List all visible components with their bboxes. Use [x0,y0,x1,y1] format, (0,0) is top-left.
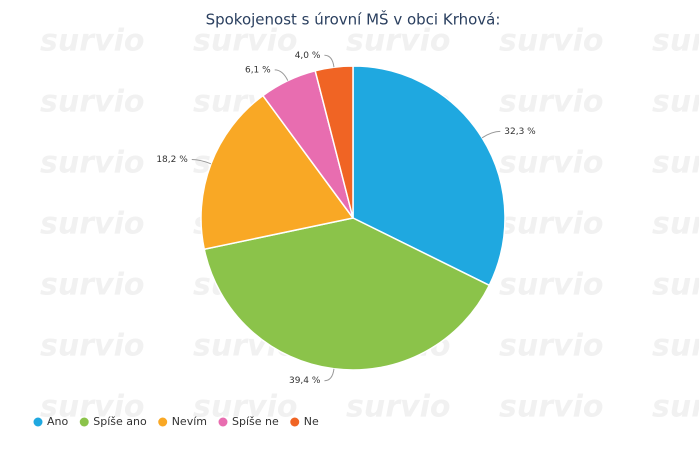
legend-label: Ne [304,415,319,428]
watermark: survio [346,24,450,59]
pie-slice [352,65,506,287]
legend-label: Ano [47,415,68,428]
watermark: survio [40,24,144,59]
watermark: survio [652,146,699,181]
watermark: survio [499,268,603,303]
watermark: survio [499,207,603,242]
watermark: survio [499,85,603,120]
legend-marker [33,417,43,427]
watermark: survio [40,329,144,364]
legend-marker [218,417,228,427]
watermark: survio [652,24,699,59]
leader-line [481,130,501,139]
leader-line [324,368,335,382]
legend-marker [290,417,300,427]
watermark: survio [499,390,603,425]
watermark: survio [652,268,699,303]
data-label: 18,2 % [156,155,188,165]
leader-line [191,159,212,165]
watermark: survio [193,24,297,59]
watermark: survio [40,390,144,425]
watermark: survio [652,85,699,120]
watermark: survio [499,146,603,181]
legend-label: Spíše ne [232,415,279,428]
data-label: 6,1 % [245,65,271,75]
watermark: survio [40,146,144,181]
legend-marker [79,417,89,427]
watermark: survio [652,329,699,364]
legend-label: Spíše ano [93,415,147,428]
leader-line [324,54,335,68]
watermark: survio [193,390,297,425]
watermark: survio [652,390,699,425]
leader-line [274,69,289,81]
legend-label: Nevím [172,415,207,428]
pie-slice [203,217,491,371]
watermark: survio [346,390,450,425]
watermark: survio [40,85,144,120]
watermark: survio [40,207,144,242]
data-label: 39,4 % [289,376,321,386]
watermark: survio [499,24,603,59]
chart-title: Spokojenost s úrovní MŠ v obci Krhová: [206,10,501,29]
watermark: survio [40,268,144,303]
pie-slice [314,65,354,219]
data-label: 32,3 % [504,127,536,137]
watermark: survio [652,207,699,242]
pie-slice [200,94,355,251]
watermark: survio [499,329,603,364]
data-label: 4,0 % [295,51,321,61]
legend-marker [158,417,168,427]
